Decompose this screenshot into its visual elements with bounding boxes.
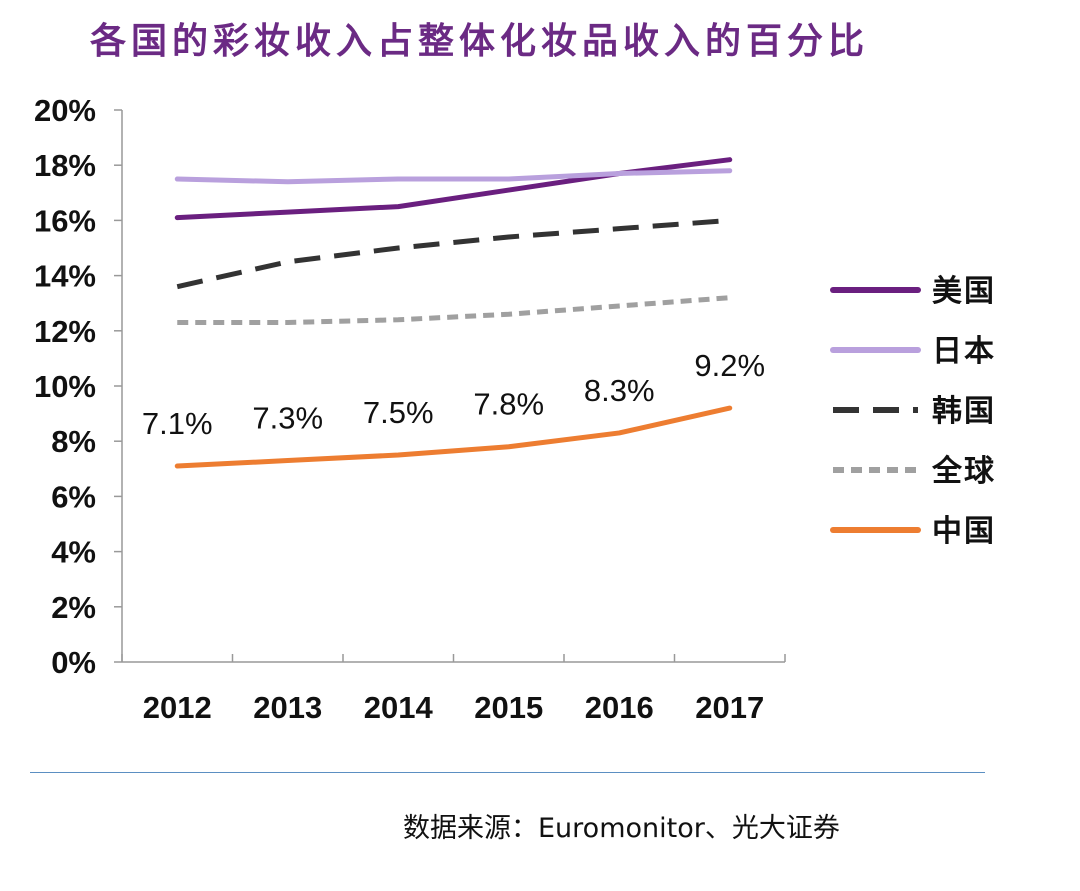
y-tick-label: 12% [34,314,96,349]
source-note: 数据来源：Euromonitor、光大证券 [403,813,840,844]
data-labels: 7.1% 7.3% 7.5% 7.8% 8.3% 9.2% [142,348,765,441]
legend-label: 韩国 [932,394,996,429]
y-tick-label: 2% [51,590,96,625]
data-label: 7.8% [473,387,544,422]
data-label: 8.3% [584,373,655,408]
series-line-3 [177,295,730,326]
y-tick-label: 16% [34,203,96,238]
data-label: 7.3% [252,401,323,436]
line-chart: 0% 2% 4% 6% 8% 10% 12% 14% 16% 18% 20% 2012 2013 2014… [34,93,996,725]
series-line-1 [174,168,733,185]
data-label: 7.1% [142,406,213,441]
y-tick-label: 6% [51,479,96,514]
chart-axes: 0% 2% 4% 6% 8% 10% 12% 14% 16% 18% 20% 2012 2013 2014… [34,93,786,725]
data-label: 7.5% [363,395,434,430]
y-tick-label: 4% [51,535,96,570]
legend-label: 日本 [932,334,996,369]
data-label: 9.2% [694,348,765,383]
x-tick-label: 2015 [474,690,543,725]
x-tick-label: 2013 [253,690,322,725]
y-tick-label: 0% [51,645,96,680]
y-tick-label: 14% [34,259,96,294]
chart-title: 各国的彩妆收入占整体化妆品收入的百分比 [90,20,870,62]
y-tick-label: 18% [34,148,96,183]
y-tick-label: 8% [51,424,96,459]
series-line-2 [176,217,730,290]
divider-line [30,772,985,773]
y-tick-label: 10% [34,369,96,404]
legend-label: 全球 [931,454,996,489]
legend-label: 美国 [932,274,996,309]
legend-label: 中国 [932,514,996,549]
series-line-0 [174,157,733,221]
x-tick-label: 2012 [143,690,212,725]
x-tick-label: 2017 [695,690,764,725]
x-tick-label: 2016 [585,690,654,725]
y-tick-label: 20% [34,93,96,128]
series-lines [174,157,733,469]
series-line-4 [174,405,733,469]
x-tick-label: 2014 [364,690,434,725]
